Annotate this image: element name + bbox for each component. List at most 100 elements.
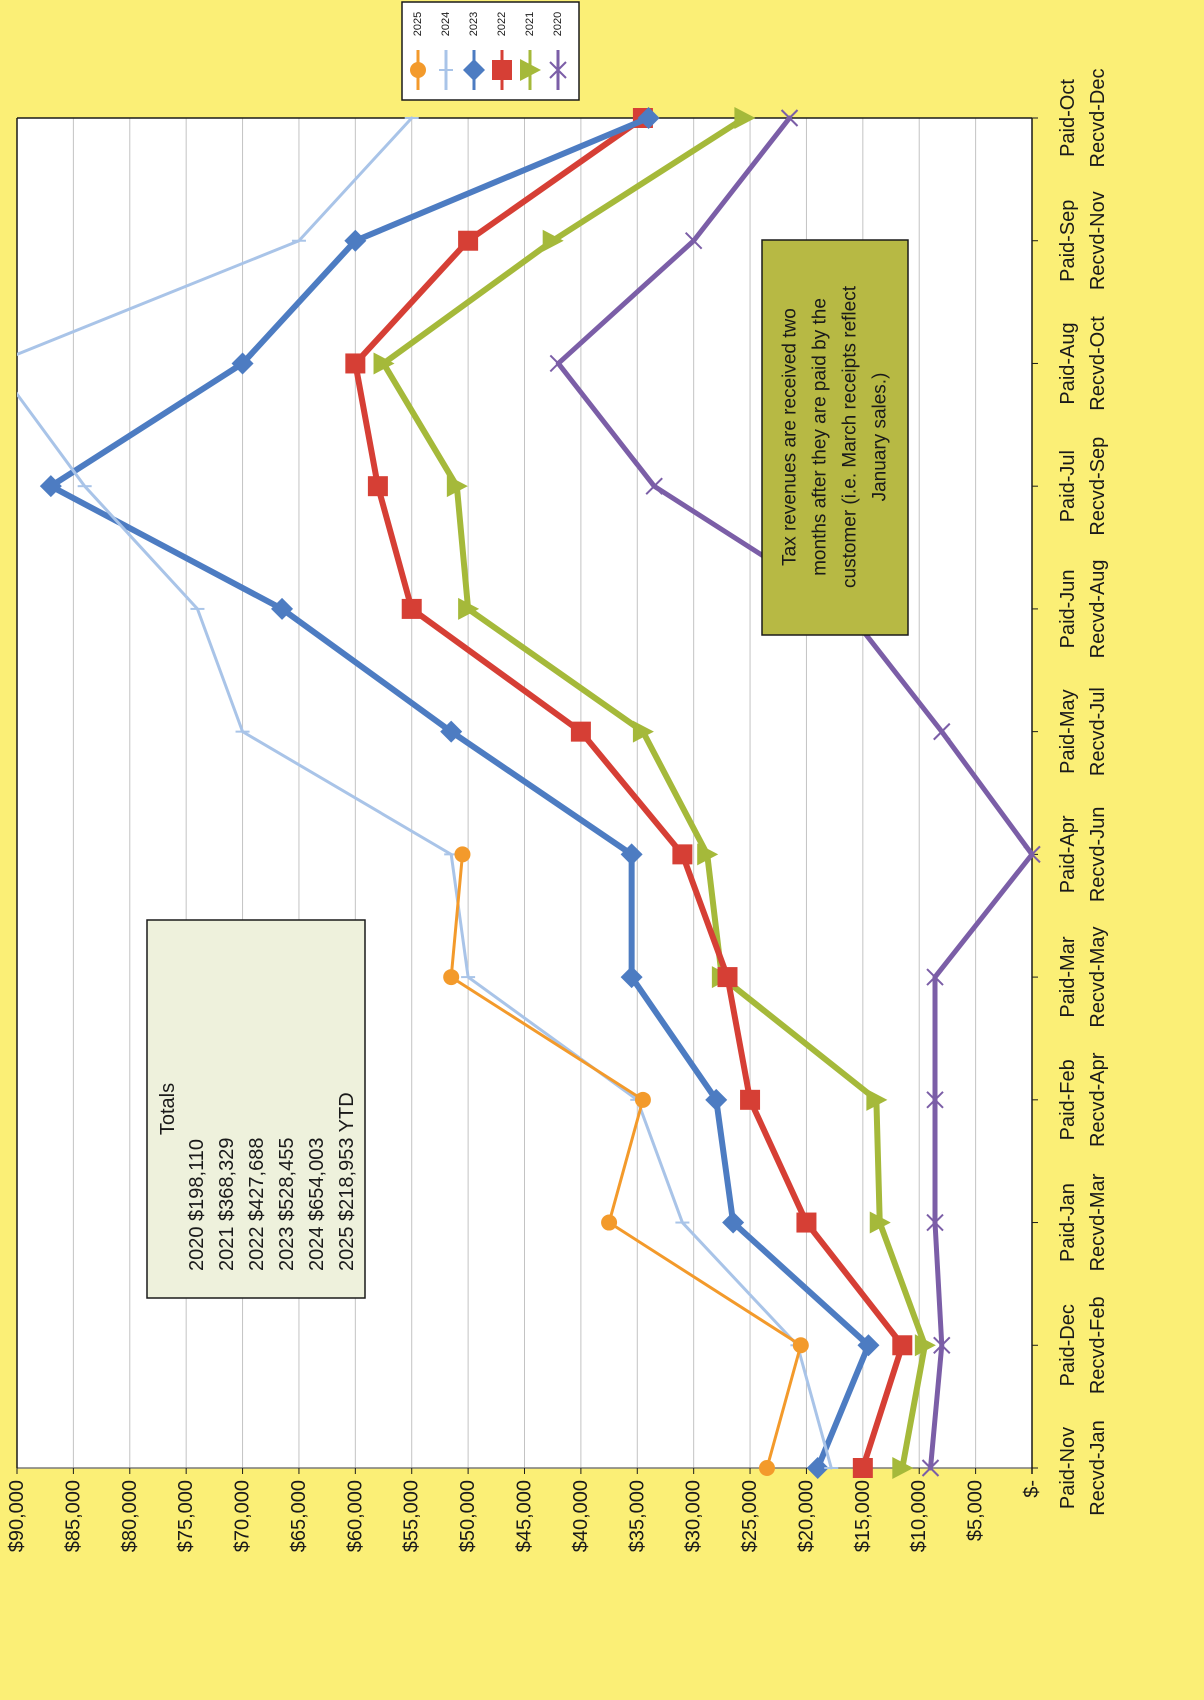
- data-point: [933, 1336, 951, 1354]
- y-tick-label: $20,000: [795, 1480, 817, 1552]
- x-tick-label: Paid-Jan: [1057, 1183, 1079, 1262]
- data-point: [806, 1457, 829, 1479]
- data-point: [549, 354, 568, 373]
- legend-label: 2023: [468, 12, 480, 36]
- y-tick-label: $15,000: [852, 1480, 874, 1552]
- data-point: [933, 722, 951, 741]
- legend-box: [401, 1, 580, 101]
- data-point: [345, 353, 366, 374]
- data-point: [926, 968, 944, 986]
- x-tick-label: Recvd-Jan: [1087, 1420, 1109, 1516]
- x-tick-label: Paid-Jul: [1057, 450, 1079, 522]
- data-point: [758, 1460, 775, 1476]
- x-tick-label: Paid-May: [1057, 689, 1079, 773]
- data-point: [852, 1458, 873, 1478]
- data-point: [866, 1088, 888, 1111]
- legend-label: 2024: [440, 12, 452, 36]
- totals-box-bg: [146, 919, 366, 1299]
- data-point: [549, 61, 567, 79]
- data-point: [705, 1088, 728, 1111]
- x-tick-label: Recvd-Jul: [1087, 687, 1109, 776]
- y-tick-label: $70,000: [232, 1480, 254, 1552]
- note-box: Tax revenues are received two months afte…: [761, 239, 909, 636]
- data-point: [734, 107, 756, 129]
- x-tick-label: Recvd-Aug: [1087, 559, 1109, 658]
- data-point: [634, 1091, 651, 1108]
- legend-item: 2023: [463, 12, 485, 90]
- x-tick-label: Paid-Mar: [1057, 936, 1079, 1017]
- data-point: [401, 598, 422, 619]
- legend-label: 2025: [412, 12, 424, 36]
- series-2021: [373, 107, 936, 1479]
- y-tick-label: $30,000: [683, 1480, 705, 1552]
- data-point: [796, 1212, 817, 1233]
- legend-label: 2022: [496, 12, 508, 36]
- note-line: January sales.): [870, 373, 891, 502]
- x-tick-label: Paid-Apr: [1057, 815, 1079, 893]
- category-tick-labels: Paid-Nov Recvd-Jan Paid-Dec Recvd-Feb Paid-J…: [1032, 69, 1109, 1516]
- totals-line: 2020 $198,110: [186, 1139, 208, 1271]
- series-line: [380, 115, 928, 1471]
- totals-line: 2022 $427,688: [246, 1138, 268, 1271]
- legend-label: 2020: [552, 12, 564, 36]
- legend-item: 2025: [410, 12, 426, 90]
- y-tick-label: $50,000: [457, 1480, 479, 1552]
- x-tick-label: Paid-Feb: [1057, 1059, 1079, 1140]
- y-tick-label: $60,000: [344, 1480, 366, 1552]
- y-tick-label: $35,000: [626, 1480, 648, 1552]
- series-2023: [39, 107, 880, 1479]
- y-tick-label: $10,000: [908, 1480, 930, 1552]
- note-box-bg: [761, 239, 909, 636]
- totals-line: 2025 $218,953 YTD: [336, 1092, 358, 1271]
- data-point: [458, 597, 480, 620]
- series-line: [47, 115, 872, 1471]
- x-tick-label: Paid-Sep: [1057, 200, 1079, 282]
- data-point: [684, 232, 703, 250]
- data-point: [792, 1337, 809, 1354]
- data-point: [632, 720, 654, 743]
- y-tick-label: $55,000: [401, 1480, 423, 1552]
- legend-item: 2022: [492, 12, 512, 90]
- y-tick-label: $80,000: [119, 1480, 141, 1552]
- data-point: [373, 352, 395, 375]
- series-line: [555, 115, 1035, 1471]
- y-tick-label: $90,000: [6, 1480, 28, 1552]
- note-line: customer (i.e. March receipts reflect: [840, 285, 861, 588]
- x-tick-label: Recvd-Dec: [1087, 69, 1109, 168]
- data-point: [926, 1091, 944, 1109]
- data-point: [231, 352, 254, 375]
- data-point: [780, 109, 799, 127]
- data-point: [440, 720, 463, 743]
- x-tick-label: Recvd-Mar: [1087, 1173, 1109, 1271]
- x-tick-label: Recvd-Oct: [1087, 316, 1109, 411]
- x-tick-label: Paid-Nov: [1057, 1427, 1079, 1509]
- y-tick-label: $25,000: [739, 1480, 761, 1552]
- legend-item: 2021: [520, 12, 541, 90]
- data-point: [637, 107, 660, 129]
- x-tick-label: Recvd-Apr: [1087, 1052, 1109, 1147]
- data-point: [271, 597, 294, 620]
- data-point: [926, 1213, 944, 1232]
- series-2022: [345, 108, 913, 1478]
- data-point: [463, 59, 485, 81]
- value-tick-labels: $- $5,000 $10,000 $15,000 $20,000 $25,000 $30,…: [6, 1468, 1043, 1552]
- data-point: [697, 843, 719, 866]
- legend-item: 2020: [549, 12, 567, 90]
- data-point: [869, 1211, 891, 1234]
- x-tick-label: Paid-Jun: [1057, 569, 1079, 648]
- x-tick-label: Paid-Oct: [1057, 79, 1079, 157]
- y-tick-label: $40,000: [570, 1480, 592, 1552]
- data-point: [446, 475, 468, 498]
- data-point: [645, 477, 663, 495]
- x-tick-label: Recvd-Nov: [1087, 191, 1109, 290]
- data-point: [722, 1211, 745, 1234]
- data-point: [857, 1334, 880, 1357]
- note-line: months after they are paid by the: [810, 298, 831, 576]
- data-point: [458, 230, 479, 251]
- y-tick-label: $5,000: [965, 1480, 987, 1541]
- note-line: Tax revenues are received two: [780, 308, 801, 566]
- data-point: [570, 721, 591, 742]
- series-2025: [443, 846, 809, 1476]
- data-point: [740, 1089, 761, 1110]
